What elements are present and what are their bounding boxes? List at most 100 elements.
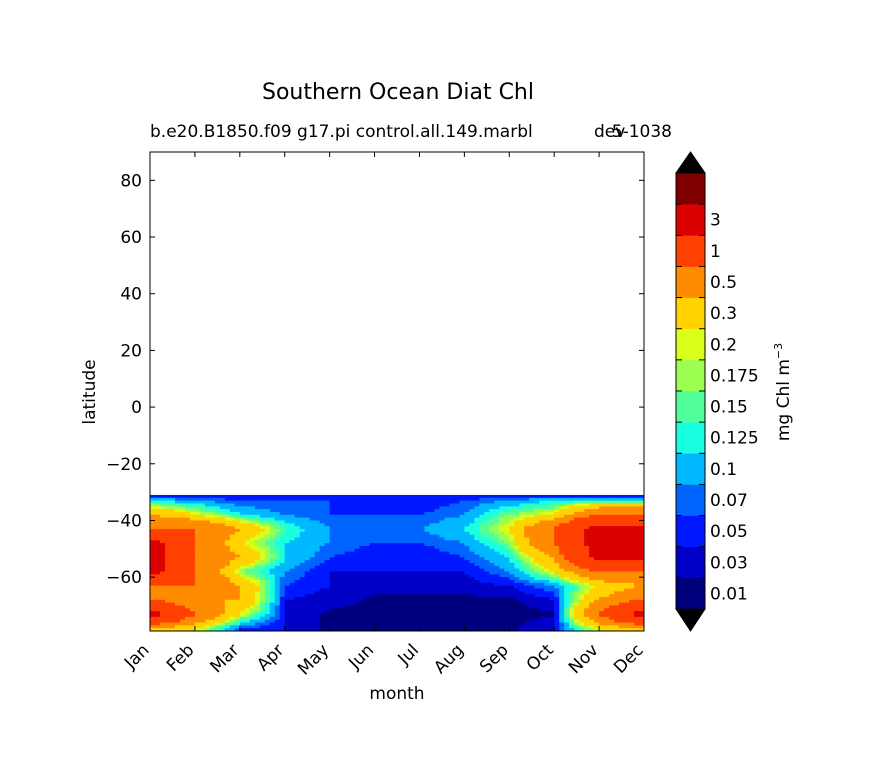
heatmap-cell [419, 554, 426, 558]
heatmap-cell [394, 628, 401, 631]
heatmap-cell [219, 520, 226, 524]
heatmap-cell [594, 523, 600, 527]
heatmap-cell [389, 554, 396, 558]
heatmap-cell [449, 594, 455, 598]
heatmap-cell [444, 605, 450, 609]
heatmap-cell [389, 497, 396, 502]
heatmap-cell [299, 619, 306, 624]
heatmap-cell [264, 625, 271, 629]
heatmap-cell [504, 608, 510, 612]
heatmap-cell [509, 520, 515, 524]
heatmap-cell [554, 613, 560, 618]
heatmap-cell [284, 605, 291, 609]
heatmap-cell [274, 526, 281, 530]
heatmap-cell [494, 605, 500, 609]
heatmap-cell [459, 540, 465, 544]
heatmap-cell [309, 506, 316, 510]
heatmap-cell [464, 588, 470, 592]
heatmap-cell [184, 523, 191, 527]
heatmap-cell [184, 582, 191, 587]
heatmap-cell [169, 605, 176, 609]
heatmap-cell [534, 500, 540, 505]
heatmap-cell [174, 526, 181, 530]
heatmap-cell [499, 625, 505, 629]
heatmap-cell [239, 511, 246, 516]
heatmap-cell [589, 551, 595, 556]
heatmap-cell [469, 523, 475, 527]
heatmap-cell [234, 568, 241, 573]
heatmap-cell [594, 599, 600, 604]
heatmap-cell [409, 571, 416, 575]
heatmap-cell [574, 596, 580, 601]
heatmap-cell [154, 577, 161, 581]
heatmap-cell [549, 611, 555, 615]
heatmap-cell [324, 565, 331, 570]
heatmap-cell [469, 599, 475, 604]
heatmap-cell [504, 551, 510, 556]
heatmap-cell [379, 534, 386, 539]
heatmap-cell [544, 528, 550, 533]
heatmap-cell [559, 520, 565, 524]
heatmap-cell [514, 588, 520, 592]
heatmap-cell [244, 520, 251, 524]
heatmap-cell [619, 548, 625, 553]
heatmap-cell [299, 506, 306, 510]
heatmap-cell [299, 588, 306, 592]
heatmap-cell [239, 523, 246, 527]
heatmap-cell [239, 514, 246, 519]
heatmap-cell [214, 594, 221, 598]
heatmap-cell [464, 506, 470, 510]
heatmap-cell [614, 585, 620, 590]
heatmap-cell [624, 582, 630, 587]
heatmap-cell [204, 591, 211, 595]
heatmap-cell [599, 548, 605, 553]
heatmap-cell [214, 514, 221, 519]
heatmap-cell [609, 534, 615, 539]
heatmap-cell [219, 531, 226, 536]
heatmap-cell [224, 619, 231, 624]
heatmap-cell [324, 628, 331, 631]
heatmap-cell [454, 534, 460, 539]
heatmap-cell [499, 509, 505, 513]
heatmap-cell [569, 554, 575, 558]
heatmap-cell [614, 602, 620, 607]
heatmap-cell [604, 619, 610, 624]
heatmap-cell [574, 537, 580, 541]
heatmap-cell [259, 594, 266, 598]
heatmap-cell [584, 514, 590, 519]
heatmap-cell [159, 579, 166, 584]
heatmap-cell [414, 531, 421, 536]
heatmap-cell [369, 551, 376, 556]
heatmap-cell [594, 557, 600, 561]
heatmap-cell [479, 613, 485, 618]
heatmap-cell [279, 514, 286, 519]
heatmap-cell [434, 613, 441, 618]
heatmap-cell [394, 616, 401, 621]
heatmap-cell [509, 494, 515, 499]
heatmap-cell [574, 622, 580, 626]
heatmap-cell [159, 628, 166, 631]
heatmap-cell [569, 588, 575, 592]
heatmap-cell [319, 625, 326, 629]
heatmap-cell [269, 585, 276, 590]
heatmap-cell [269, 611, 276, 615]
heatmap-cell [219, 557, 226, 561]
heatmap-cell [349, 551, 356, 556]
heatmap-cell [459, 608, 465, 612]
heatmap-cell [194, 557, 201, 561]
heatmap-cell [539, 574, 545, 578]
heatmap-cell [219, 511, 226, 516]
heatmap-cell [254, 526, 261, 530]
heatmap-cell [404, 509, 411, 513]
heatmap-cell [184, 565, 191, 570]
heatmap-cell [284, 579, 291, 584]
heatmap-cell [454, 582, 460, 587]
heatmap-cell [559, 503, 565, 507]
heatmap-cell [459, 599, 465, 604]
heatmap-cell [434, 585, 441, 590]
heatmap-cell [229, 608, 236, 612]
heatmap-cell [489, 608, 495, 612]
heatmap-cell [164, 574, 171, 578]
heatmap-cell [404, 497, 411, 502]
heatmap-cell [344, 506, 351, 510]
